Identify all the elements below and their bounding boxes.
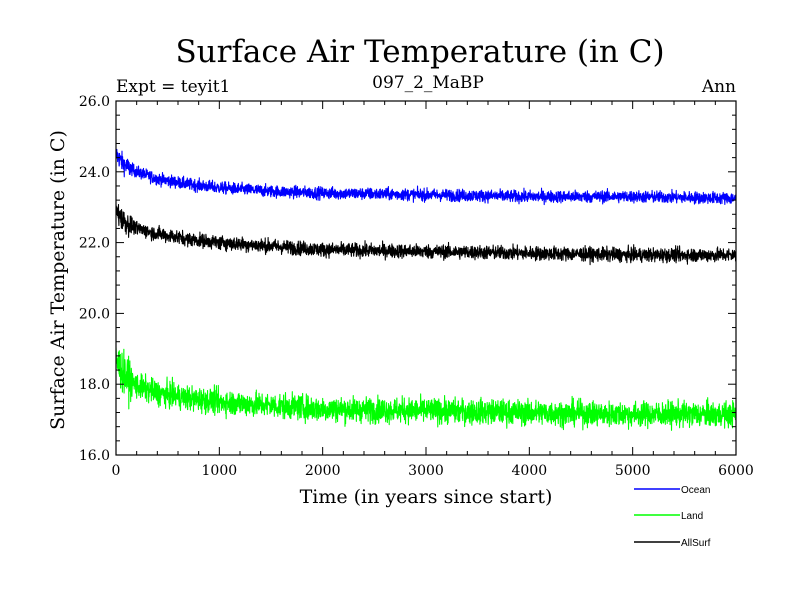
legend: Ocean Land AllSurf xyxy=(634,485,711,549)
series-line-ocean xyxy=(116,148,736,206)
period-label: 097_2_MaBP xyxy=(372,73,484,93)
legend-label-ocean: Ocean xyxy=(681,485,710,496)
chart-title: Surface Air Temperature (in C) xyxy=(175,34,664,70)
tick-layer: 0 1000 2000 3000 4000 5000 6000 16.0 18.0 20.0 22.… xyxy=(79,94,754,479)
series-line-land xyxy=(116,347,736,431)
x-tick-label: 3000 xyxy=(408,463,444,479)
y-axis-label: Surface Air Temperature (in C) xyxy=(47,130,69,430)
y-tick-label: 16.0 xyxy=(79,448,110,464)
season-label: Ann xyxy=(701,77,736,97)
legend-label-allsurf: AllSurf xyxy=(681,538,711,549)
experiment-label: Expt = teyit1 xyxy=(116,77,230,97)
y-tick-label: 18.0 xyxy=(79,377,110,393)
x-axis-label: Time (in years since start) xyxy=(300,486,553,508)
series-layer xyxy=(116,148,736,431)
y-tick-label: 22.0 xyxy=(79,236,110,252)
series-line-allsurf xyxy=(116,203,736,266)
x-tick-label: 5000 xyxy=(615,463,651,479)
y-tick-label: 20.0 xyxy=(79,306,110,322)
y-tick-label: 24.0 xyxy=(79,165,110,181)
legend-label-land: Land xyxy=(681,511,703,522)
x-tick-label: 1000 xyxy=(202,463,238,479)
x-tick-label: 4000 xyxy=(512,463,548,479)
x-tick-label: 2000 xyxy=(305,463,341,479)
y-tick-label: 26.0 xyxy=(79,94,110,110)
x-tick-label: 6000 xyxy=(718,463,754,479)
x-tick-label: 0 xyxy=(112,463,121,479)
